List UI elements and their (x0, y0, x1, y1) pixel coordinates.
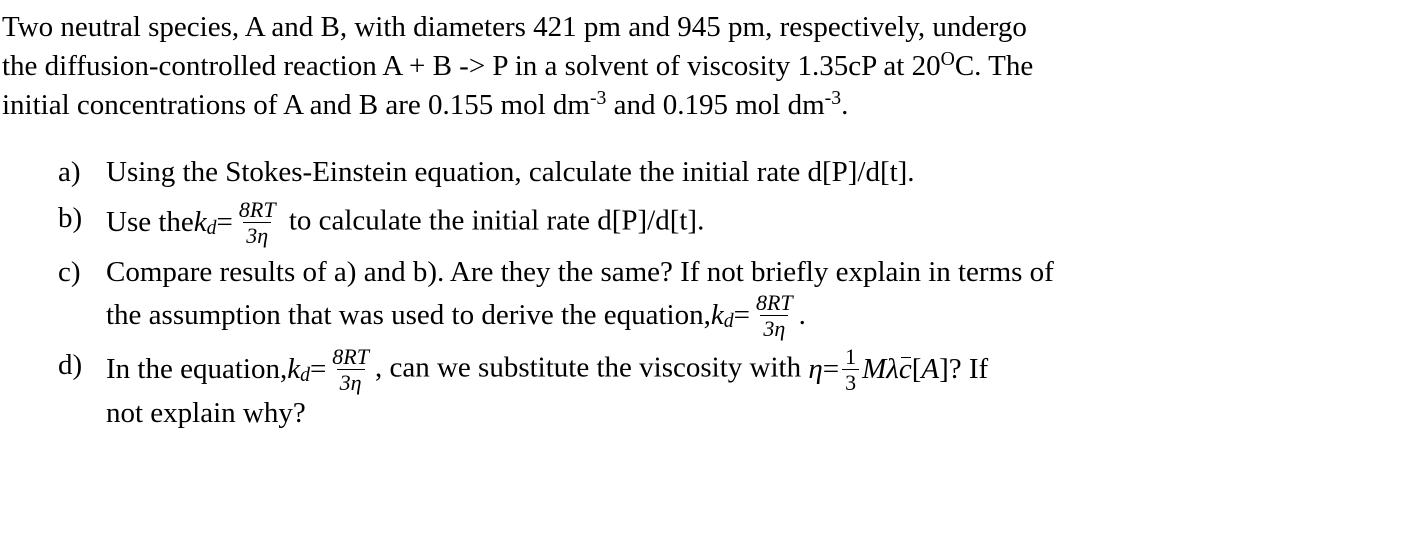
bracket-open-d: [ (912, 355, 922, 384)
degree-symbol: O (941, 48, 955, 70)
d-num: 8RT (329, 346, 372, 369)
question-d: d) In the equation, kd = 8RT 3η , can we… (58, 346, 1409, 433)
exponent-minus3-b: -3 (825, 87, 841, 109)
c-lead: the assumption that was used to derive t… (106, 301, 711, 330)
cbar-d: c (899, 355, 912, 384)
intro-line-2b: C. The (955, 50, 1033, 82)
kd-sub-d: d (300, 366, 310, 386)
b-num: 8RT (236, 199, 279, 222)
kd-k-d: k (287, 355, 300, 384)
d-eq: = (310, 355, 326, 384)
kd-k-c: k (711, 301, 724, 330)
c-eq: = (734, 301, 750, 330)
c-line1: Compare results of a) and b). Are they t… (106, 253, 1409, 292)
kd-sub-c: d (724, 312, 734, 332)
intro-line-3end: . (841, 89, 848, 121)
b-den: 3η (243, 222, 271, 247)
intro-line-3mid: and 0.195 mol dm (606, 89, 824, 121)
d-line2: not explain why? (106, 394, 1409, 433)
intro-line-3a: initial concentrations of A and B are 0.… (2, 89, 590, 121)
fraction-d1: 8RT 3η (329, 346, 372, 394)
kd-k-b: k (194, 208, 207, 237)
bracket-close-d: ]? If (939, 355, 988, 384)
intro-line-3: initial concentrations of A and B are 0.… (2, 86, 1409, 125)
kd-sub-b: d (207, 219, 217, 239)
d-lead: In the equation, (106, 355, 287, 384)
question-b: b) Use the kd = 8RT 3η to calculate the … (58, 199, 1409, 247)
d-fden: 3 (842, 369, 859, 394)
fraction-d2: 1 3 (842, 346, 859, 394)
marker-a: a) (58, 153, 106, 192)
question-a: a) Using the Stokes-Einstein equation, c… (58, 153, 1409, 192)
d-mid: , can we substitute the viscosity with (375, 351, 808, 383)
d-den: 3η (337, 369, 365, 394)
content-c: Compare results of a) and b). Are they t… (106, 253, 1409, 340)
content-d: In the equation, kd = 8RT 3η , can we su… (106, 346, 1409, 433)
problem-intro: Two neutral species, A and B, with diame… (2, 8, 1409, 125)
A-d: A (921, 355, 939, 384)
marker-d: d) (58, 346, 106, 385)
intro-line-2: the diffusion-controlled reaction A + B … (2, 47, 1409, 86)
lambda-d: λ (886, 355, 899, 384)
content-b: Use the kd = 8RT 3η to calculate the ini… (106, 199, 1409, 247)
content-a: Using the Stokes-Einstein equation, calc… (106, 153, 1409, 192)
question-c: c) Compare results of a) and b). Are the… (58, 253, 1409, 340)
c-line2: the assumption that was used to derive t… (106, 292, 1409, 340)
eta-d: η (808, 355, 822, 384)
marker-b: b) (58, 199, 106, 238)
M-d: M (862, 355, 886, 384)
b-lead: Use the (106, 208, 194, 237)
fraction-b: 8RT 3η (236, 199, 279, 247)
c-den: 3η (760, 315, 788, 340)
intro-line-2a: the diffusion-controlled reaction A + B … (2, 50, 941, 82)
b-eq: = (217, 208, 233, 237)
c-dot: . (799, 301, 806, 330)
fraction-c: 8RT 3η (753, 292, 796, 340)
c-num: 8RT (753, 292, 796, 315)
b-tail: to calculate the initial rate d[P]/d[t]. (289, 204, 705, 236)
exponent-minus3-a: -3 (590, 87, 606, 109)
marker-c: c) (58, 253, 106, 292)
intro-line-1: Two neutral species, A and B, with diame… (2, 8, 1409, 47)
d-fnum: 1 (842, 346, 859, 369)
d-line1: In the equation, kd = 8RT 3η , can we su… (106, 346, 1409, 394)
question-list: a) Using the Stokes-Einstein equation, c… (2, 153, 1409, 432)
d-eq2: = (823, 355, 839, 384)
